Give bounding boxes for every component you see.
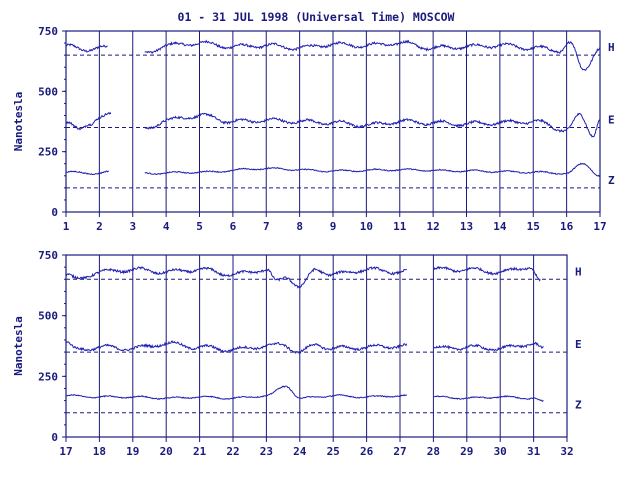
plot-frame [65,254,568,438]
x-tick-label: 1 [63,220,70,233]
y-tick-label: 750 [38,25,58,38]
x-tick-label: 27 [393,445,406,458]
x-tick-label: 17 [59,445,72,458]
series-e-trace [65,340,544,355]
x-tick-label: 6 [230,220,237,233]
y-tick-label: 250 [38,370,58,383]
x-tick-label: 2 [96,220,103,233]
component-label-h: H [608,41,615,54]
series-e-trace [65,111,601,138]
x-tick-label: 21 [193,445,207,458]
x-tick-label: 31 [527,445,541,458]
x-tick-label: 7 [263,220,270,233]
x-tick-label: 24 [293,445,307,458]
component-label-e: E [608,114,615,127]
x-tick-label: 20 [160,445,173,458]
x-tick-label: 8 [296,220,303,233]
x-tick-label: 15 [527,220,540,233]
y-axis-label: Nanotesla [12,92,25,152]
component-label-h: H [575,265,582,278]
x-tick-label: 4 [163,220,170,233]
series-h-trace [65,265,541,289]
y-tick-label: 250 [38,146,58,159]
x-tick-label: 3 [129,220,136,233]
x-tick-label: 5 [196,220,203,233]
x-tick-label: 11 [393,220,407,233]
component-label-z: Z [575,399,582,412]
x-tick-label: 16 [560,220,574,233]
x-tick-label: 14 [493,220,507,233]
x-tick-label: 10 [360,220,373,233]
y-tick-label: 0 [51,431,58,444]
chart-title: 01 - 31 JUL 1998 (Universal Time) MOSCOW [178,10,455,24]
x-tick-label: 9 [330,220,337,233]
y-tick-label: 500 [38,310,58,323]
series-h-trace [65,39,601,71]
x-tick-label: 12 [427,220,440,233]
series-z-trace [65,385,544,403]
x-tick-label: 19 [126,445,139,458]
x-tick-label: 30 [494,445,507,458]
x-tick-label: 28 [427,445,440,458]
x-tick-label: 26 [360,445,374,458]
series-z-trace [66,162,601,177]
x-tick-label: 25 [327,445,340,458]
component-label-z: Z [608,174,615,187]
x-tick-label: 29 [460,445,473,458]
y-tick-label: 750 [38,249,58,262]
x-tick-label: 22 [226,445,239,458]
y-axis-label: Nanotesla [12,316,25,376]
x-tick-label: 13 [460,220,473,233]
x-tick-label: 18 [93,445,106,458]
x-tick-label: 17 [593,220,606,233]
y-tick-label: 0 [51,206,58,219]
x-tick-label: 23 [260,445,273,458]
panel-bottom: 0 250 500 750 Nanotesla 17 18 19 20 21 22 23 24 25 26 2… [12,249,582,458]
y-tick-label: 500 [38,85,58,98]
component-label-e: E [575,338,582,351]
x-tick-label: 32 [560,445,573,458]
